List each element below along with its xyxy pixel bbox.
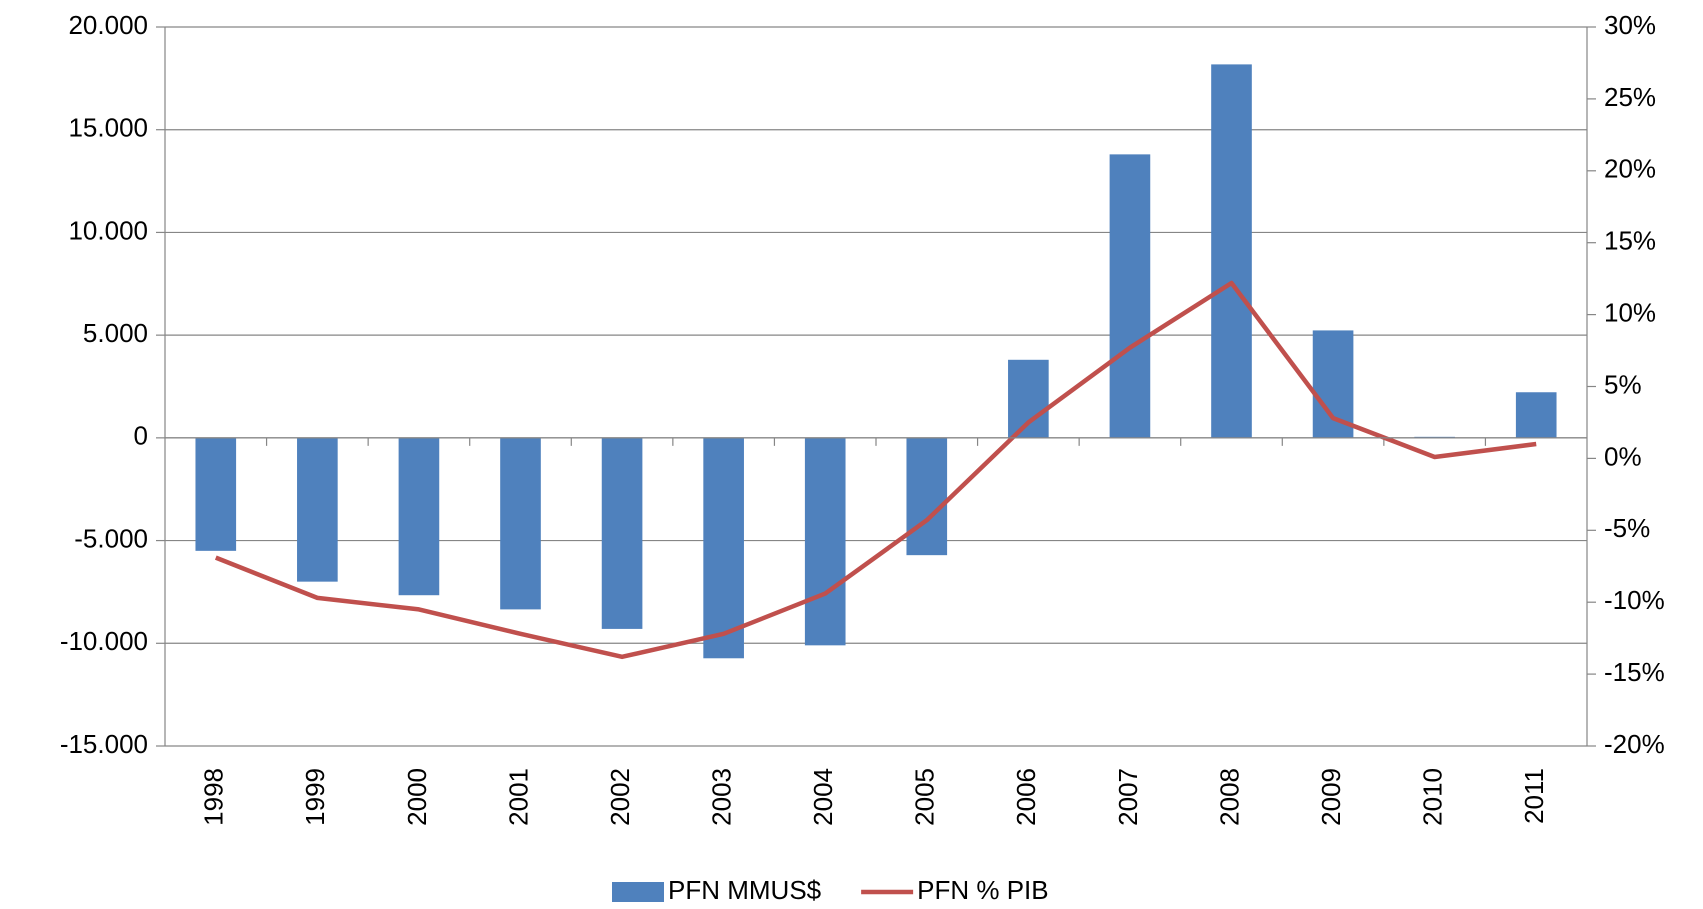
y-tick-label: 10.000 [68,215,148,245]
x-tick-label: 2000 [402,768,432,826]
y2-tick-label: 25% [1604,82,1656,112]
bar [1515,392,1557,438]
x-tick-label: 2009 [1316,768,1346,826]
bar [500,437,541,610]
bar [703,437,744,659]
legend-label: PFN MMUS$ [668,875,822,905]
x-tick-label: 1999 [300,768,330,826]
x-tick-label: 2011 [1519,768,1549,824]
bar [195,437,237,551]
x-tick-label: 2006 [1011,768,1041,826]
y-tick-label: 5.000 [83,318,148,348]
legend-swatch [612,882,664,902]
x-tick-label: 2008 [1214,768,1244,826]
bar [1211,64,1252,438]
x-tick-label: 2002 [605,768,635,826]
bar [1008,359,1049,438]
bar [906,437,948,556]
y2-tick-label: 15% [1604,226,1656,256]
y2-tick-label: 0% [1604,441,1642,471]
bar [601,437,643,629]
y-tick-label: 0 [134,421,148,451]
bar [804,437,846,646]
y-tick-label: 15.000 [68,113,148,143]
y2-tick-label: 30% [1604,10,1656,40]
x-tick-label: 1998 [199,768,229,826]
x-tick-label: 2005 [910,768,940,826]
y-tick-label: 20.000 [68,10,148,40]
x-tick-label: 2007 [1113,768,1143,826]
bar [297,437,338,582]
y2-tick-label: 20% [1604,154,1656,184]
y-tick-label: -10.000 [60,626,148,656]
y-tick-label: -5.000 [74,523,148,553]
y2-tick-label: -20% [1604,729,1665,759]
y2-tick-label: 5% [1604,369,1642,399]
x-tick-label: 2003 [707,768,737,826]
y2-tick-label: -10% [1604,585,1665,615]
y2-tick-label: 10% [1604,297,1656,327]
line [214,280,1537,660]
x-tick-label: 2010 [1418,768,1448,826]
legend-label: PFN % PIB [917,875,1048,905]
y2-tick-label: -15% [1604,657,1665,687]
bar [1109,154,1151,438]
bar [398,437,440,596]
y2-tick-label: -5% [1604,513,1650,543]
y-tick-label: -15.000 [60,729,148,759]
x-tick-label: 2004 [808,768,838,826]
x-tick-label: 2001 [503,768,533,826]
